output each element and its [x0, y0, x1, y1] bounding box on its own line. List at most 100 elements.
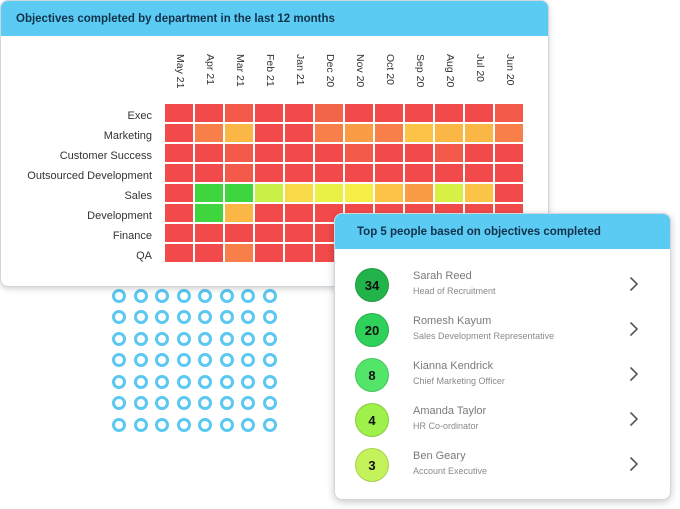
decor-dot: [219, 331, 234, 346]
person-name: Ben Geary: [413, 450, 466, 462]
objective-count-badge: 20: [355, 313, 389, 347]
heatmap-cell: [255, 124, 283, 142]
heatmap-cell: [285, 164, 313, 182]
objective-count-badge: 8: [355, 358, 389, 392]
heatmap-cell: [165, 204, 193, 222]
month-label-text: Sep 20: [414, 54, 426, 88]
heatmap-cell: [435, 164, 463, 182]
heatmap-cell: [255, 144, 283, 162]
heatmap-cell: [405, 124, 433, 142]
heatmap-cell: [255, 104, 283, 122]
heatmap-cell: [345, 144, 373, 162]
decor-dot: [112, 417, 126, 432]
decor-dot: [219, 310, 234, 324]
decor-dot: [155, 310, 169, 324]
department-label: Outsourced Development: [27, 170, 152, 182]
heatmap-cell: [225, 144, 253, 162]
chevron-right-icon[interactable]: [627, 457, 641, 471]
chevron-right-icon[interactable]: [627, 322, 641, 336]
dot-pattern-decoration: [112, 267, 282, 447]
decor-dot: [155, 396, 169, 410]
heatmap-cell: [195, 164, 223, 182]
heatmap-cell: [165, 164, 193, 182]
chevron-right-icon[interactable]: [627, 412, 641, 426]
heatmap-cell: [435, 124, 463, 142]
heatmap-cell: [345, 104, 373, 122]
month-label-text: Nov 20: [354, 54, 366, 88]
heatmap-cell: [165, 244, 193, 262]
heatmap-cell: [165, 124, 193, 142]
decor-dot: [198, 331, 212, 346]
heatmap-cell: [225, 204, 253, 222]
month-label-text: Jan 21: [294, 54, 306, 86]
decor-dot: [112, 288, 126, 303]
heatmap-cell: [225, 104, 253, 122]
decor-dot: [112, 331, 126, 346]
person-row[interactable]: 4 Amanda Taylor HR Co-ordinator: [335, 396, 670, 441]
heatmap-cell: [315, 124, 343, 142]
heatmap-cell: [495, 184, 523, 202]
decor-dot: [176, 417, 191, 432]
person-row[interactable]: 3 Ben Geary Account Executive: [335, 441, 670, 486]
decor-dot: [198, 353, 212, 367]
person-role: Chief Marketing Officer: [413, 376, 505, 386]
decor-dot: [133, 331, 148, 346]
person-name: Romesh Kayum: [413, 315, 492, 327]
person-row[interactable]: 34 Sarah Reed Head of Recruitment: [335, 261, 670, 306]
heatmap-cell: [315, 164, 343, 182]
chevron-right-icon[interactable]: [627, 367, 641, 381]
heatmap-cell: [465, 184, 493, 202]
decor-dot: [133, 417, 148, 432]
heatmap-cell: [375, 124, 403, 142]
month-label: Jun 20: [495, 51, 525, 101]
heatmap-cell: [165, 224, 193, 242]
heatmap-cell: [255, 164, 283, 182]
decor-dot: [219, 288, 234, 303]
heatmap-cell: [495, 144, 523, 162]
person-role: Sales Development Representative: [413, 331, 555, 341]
decor-dot: [262, 374, 277, 389]
decor-dot: [112, 353, 126, 367]
heatmap-cell: [495, 104, 523, 122]
decor-dot: [219, 353, 234, 367]
heatmap-cell: [255, 204, 283, 222]
person-name: Sarah Reed: [413, 270, 472, 282]
decor-dot: [262, 310, 277, 324]
decor-dot: [262, 288, 277, 303]
heatmap-cell: [195, 104, 223, 122]
decor-dot: [198, 396, 212, 410]
department-label: Customer Success: [59, 150, 152, 162]
decor-dot: [176, 374, 191, 389]
heatmap-cell: [225, 164, 253, 182]
month-label: Feb 21: [255, 51, 285, 101]
person-row[interactable]: 8 Kianna Kendrick Chief Marketing Officer: [335, 351, 670, 396]
person-row[interactable]: 20 Romesh Kayum Sales Development Represen…: [335, 306, 670, 351]
month-label: Aug 20: [435, 51, 465, 101]
decor-dot: [262, 396, 277, 410]
heatmap-cell: [405, 144, 433, 162]
heatmap-cell: [195, 124, 223, 142]
chevron-right-icon[interactable]: [627, 277, 641, 291]
decor-dot: [155, 374, 169, 389]
heatmap-cell: [195, 204, 223, 222]
decor-dot: [155, 288, 169, 303]
decor-dot: [241, 288, 255, 303]
heatmap-cell: [285, 184, 313, 202]
decor-dot: [219, 417, 234, 432]
month-label-text: Jul 20: [474, 54, 486, 83]
heatmap-cell: [285, 204, 313, 222]
department-label: QA: [136, 250, 152, 262]
heatmap-cell: [465, 144, 493, 162]
department-label: Exec: [127, 110, 152, 122]
department-label: Development: [87, 210, 152, 222]
heatmap-cell: [465, 164, 493, 182]
month-label-text: Dec 20: [324, 54, 336, 88]
month-label: May 21: [165, 51, 195, 101]
month-label: Nov 20: [345, 51, 375, 101]
department-label: Finance: [112, 230, 152, 242]
heatmap-cell: [375, 164, 403, 182]
top-people-card: Top 5 people based on objectives complet…: [334, 213, 671, 500]
decor-dot: [262, 331, 277, 346]
heatmap-cell: [225, 224, 253, 242]
decor-dot: [133, 374, 148, 389]
